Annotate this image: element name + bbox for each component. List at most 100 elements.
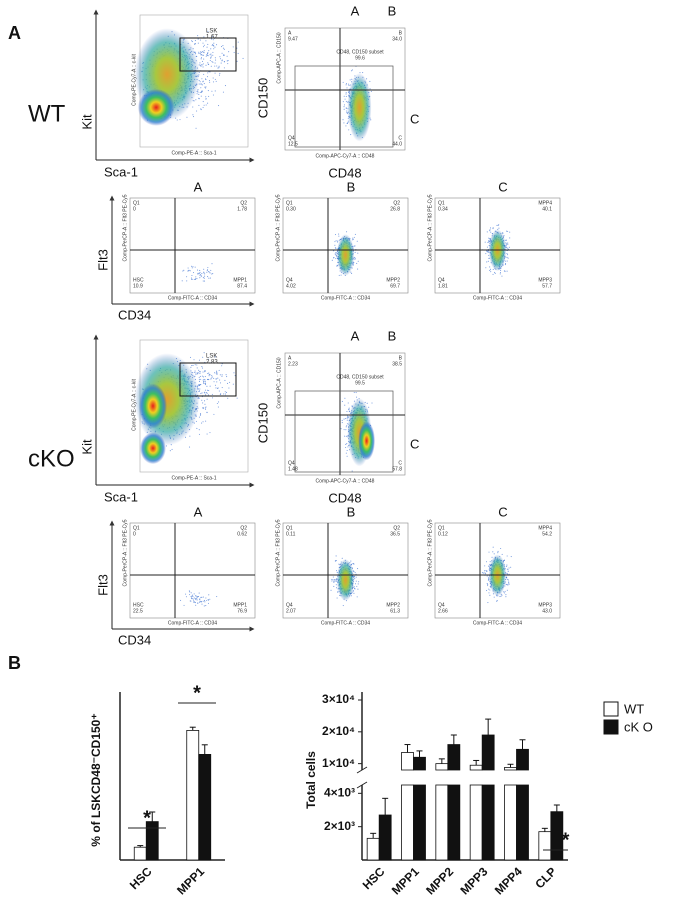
event-dot — [201, 53, 203, 56]
param-label: Comp-PE-A :: Sca-1 — [171, 150, 216, 156]
event-dot — [209, 277, 211, 279]
event-dot — [351, 272, 353, 275]
event-dot — [207, 72, 209, 74]
event-dot — [204, 275, 206, 277]
event-dot — [199, 39, 201, 41]
event-dot — [487, 260, 489, 262]
quadrant-name: Q4 — [438, 277, 445, 283]
quadrant-name: B — [399, 355, 403, 361]
event-dot — [489, 594, 491, 596]
event-dot — [510, 566, 512, 568]
event-dot — [486, 231, 488, 233]
event-dot — [209, 54, 211, 56]
event-dot — [344, 397, 346, 399]
event-dot — [205, 408, 207, 410]
event-dot — [199, 81, 201, 83]
event-dot — [335, 560, 337, 562]
event-dot — [218, 390, 220, 392]
bar — [413, 756, 426, 771]
event-dot — [205, 96, 207, 98]
event-dot — [336, 265, 338, 267]
event-dot — [221, 46, 223, 48]
event-dot — [492, 268, 494, 271]
event-dot — [346, 122, 348, 124]
plot-title: A — [194, 504, 203, 519]
event-dot — [198, 433, 201, 435]
quadrant-name: Q1 — [133, 525, 140, 531]
event-dot — [192, 599, 195, 601]
event-dot — [214, 384, 216, 386]
event-dot — [199, 598, 201, 600]
event-dot — [347, 402, 349, 404]
bar — [186, 730, 200, 861]
event-dot — [225, 391, 228, 394]
quadrant-name: A — [288, 30, 292, 36]
event-dot — [496, 224, 498, 226]
event-dot — [207, 394, 209, 396]
event-dot — [181, 280, 183, 282]
event-dot — [194, 371, 196, 373]
event-dot — [493, 553, 495, 555]
event-dot — [348, 408, 350, 410]
event-dot — [198, 272, 200, 274]
event-dot — [206, 54, 208, 56]
axis-break — [356, 781, 368, 789]
event-dot — [500, 547, 502, 550]
event-dot — [217, 377, 219, 379]
event-dot — [335, 580, 337, 583]
quadrant-name: MPP2 — [386, 277, 400, 283]
event-dot — [354, 257, 356, 259]
event-dot — [345, 95, 347, 97]
event-dot — [214, 72, 216, 74]
event-dot — [214, 57, 216, 59]
event-dot — [226, 382, 229, 385]
event-dot — [213, 45, 215, 47]
event-dot — [218, 65, 220, 67]
x-tick-label: MPP1 — [174, 864, 207, 897]
event-dot — [346, 231, 348, 233]
event-dot — [207, 598, 209, 601]
event-dot — [197, 602, 199, 604]
x-tick-label: HSC — [360, 864, 388, 892]
event-dot — [204, 273, 206, 275]
x-tick-label: MPP1 — [389, 864, 422, 897]
quadrant-name: A — [288, 355, 292, 361]
subset-value: 99.5 — [355, 380, 365, 386]
event-dot — [506, 253, 508, 255]
event-dot — [223, 48, 225, 50]
group-name: cKO — [28, 445, 75, 472]
event-dot — [213, 48, 215, 50]
event-dot — [346, 419, 348, 421]
event-dot — [190, 596, 192, 598]
param-label: Comp-APC-Cy7-A :: CD48 — [316, 153, 375, 159]
plot-title: B — [347, 504, 356, 519]
event-dot — [192, 271, 195, 274]
event-dot — [199, 52, 201, 54]
event-dot — [206, 392, 208, 394]
event-dot — [227, 59, 229, 62]
event-dot — [501, 275, 503, 277]
event-dot — [179, 119, 181, 121]
event-dot — [192, 116, 195, 118]
quadrant-value: 0 — [133, 531, 136, 537]
event-dot — [353, 586, 355, 588]
event-dot — [331, 580, 333, 582]
axis-label: Sca-1 — [104, 164, 138, 179]
event-dot — [195, 99, 197, 101]
event-dot — [223, 61, 225, 63]
event-dot — [504, 264, 506, 266]
event-dot — [213, 413, 215, 415]
event-dot — [207, 267, 209, 269]
event-dot — [211, 90, 213, 92]
event-dot — [199, 269, 201, 272]
event-dot — [198, 379, 200, 381]
event-dot — [207, 43, 209, 46]
quadrant-value: 44.0 — [392, 141, 402, 147]
event-dot — [355, 576, 357, 578]
density-core — [336, 559, 355, 601]
x-tick-label: CLP — [532, 864, 559, 891]
event-dot — [208, 378, 210, 380]
event-dot — [200, 57, 203, 59]
event-dot — [203, 268, 205, 270]
event-dot — [215, 378, 217, 380]
